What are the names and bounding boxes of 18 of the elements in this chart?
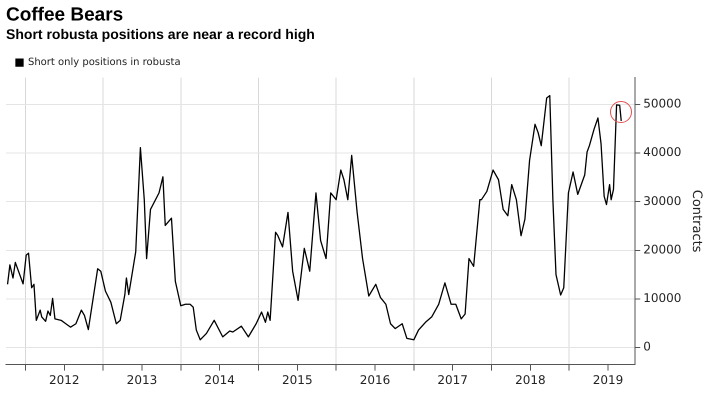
x-tick-label: 2017 xyxy=(437,372,468,387)
y-axis-title: Contracts xyxy=(688,190,704,253)
y-tick-label: 0 xyxy=(643,340,651,354)
x-tick-label: 2016 xyxy=(360,372,390,387)
y-tick-label: 30000 xyxy=(643,194,682,208)
x-tick-label: 2015 xyxy=(282,372,313,387)
y-tick-label: 20000 xyxy=(643,242,682,256)
y-tick-label: 50000 xyxy=(643,96,682,110)
y-tick-label: 10000 xyxy=(643,291,682,306)
x-tick-label: 2019 xyxy=(592,372,624,387)
y-tick-label: 40000 xyxy=(643,145,682,160)
chart-subtitle: Short robusta positions are near a record high xyxy=(6,26,315,42)
legend-label: Short only positions in robusta xyxy=(28,57,181,68)
x-tick-label: 2012 xyxy=(48,372,80,387)
x-tick-label: 2013 xyxy=(126,372,158,387)
x-tick-label: 2014 xyxy=(204,372,235,387)
chart-title: Coffee Bears xyxy=(6,4,124,26)
x-tick-label: 2018 xyxy=(515,372,546,387)
